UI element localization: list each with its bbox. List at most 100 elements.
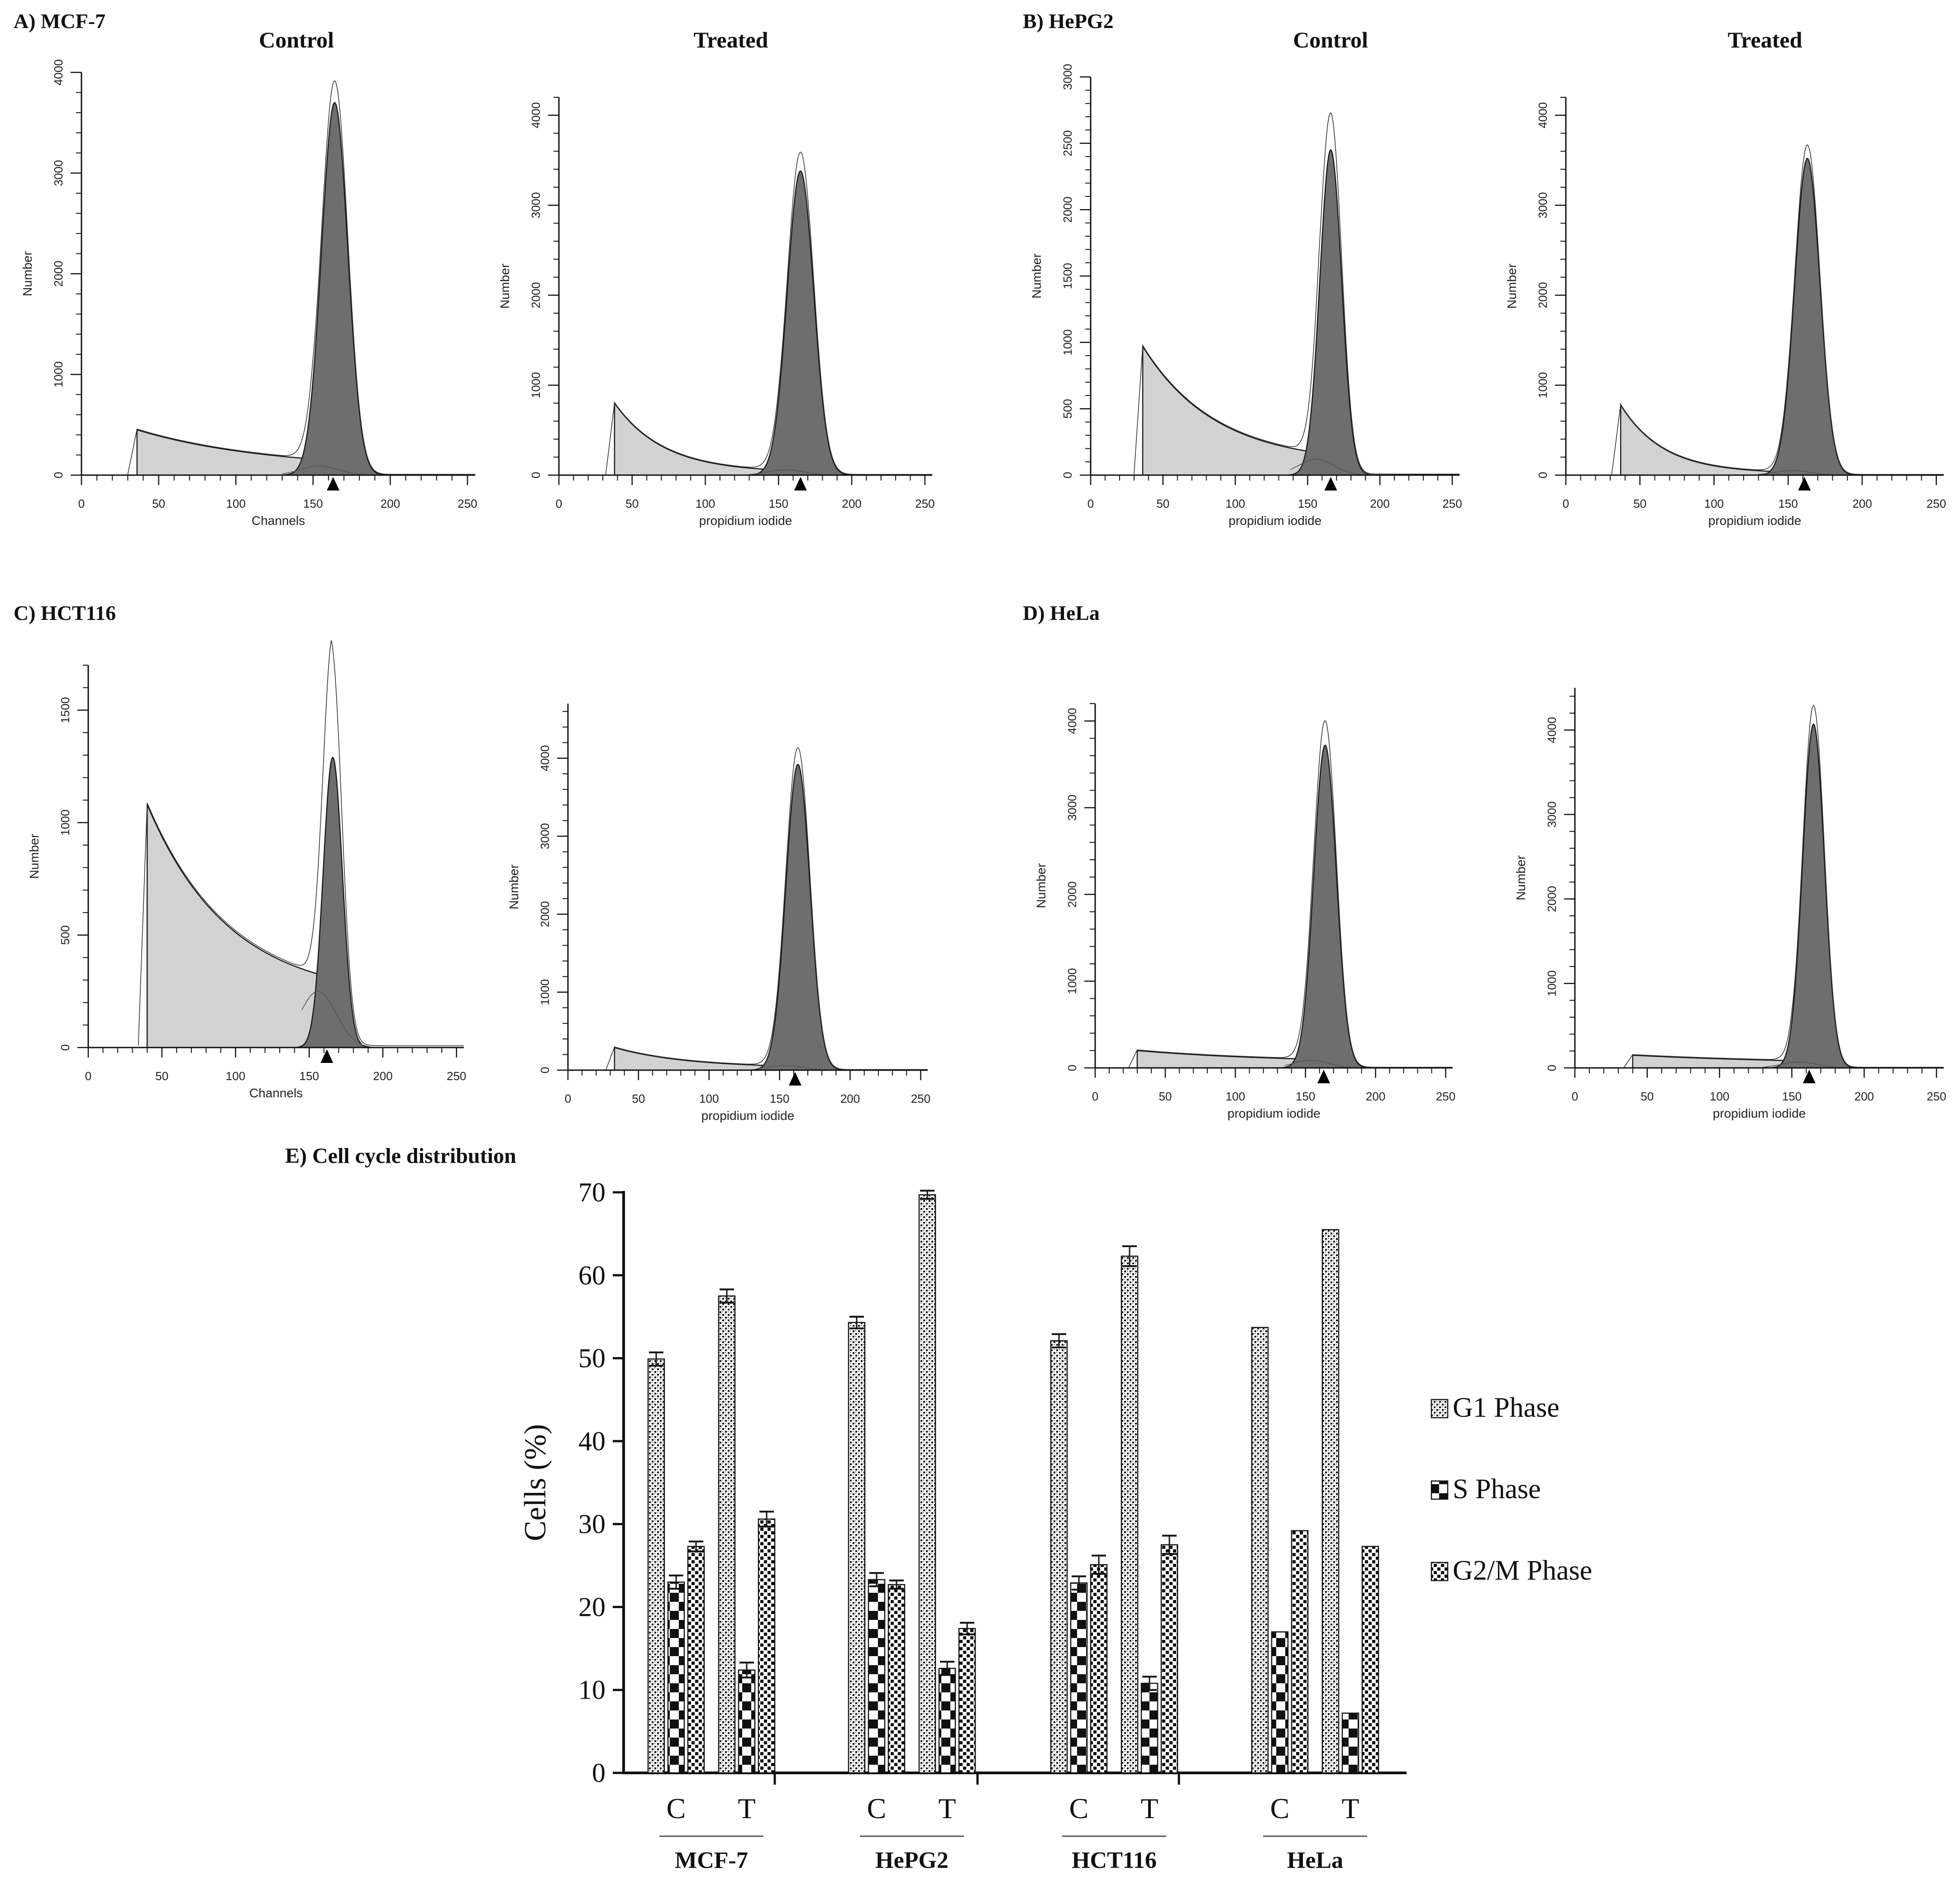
- bar-g1: [1321, 1229, 1340, 1774]
- bar-group-hepg2: C T HePG2: [848, 1190, 976, 1873]
- x-tick-label: 0: [1563, 497, 1569, 510]
- bar-s: [868, 1579, 886, 1774]
- y-tick-label: 1000: [58, 810, 72, 836]
- y-tick-label: 0: [52, 472, 65, 478]
- x-tick-label: 150: [1298, 497, 1317, 510]
- x-tick-label: 50: [1640, 1090, 1654, 1103]
- y-tick-label: 2000: [529, 282, 543, 308]
- panel-label-b: B) HePG2: [1023, 10, 1114, 33]
- bar-g1: [1050, 1340, 1068, 1774]
- bar-s: [938, 1667, 956, 1774]
- x-tick-label: 50: [625, 497, 639, 510]
- x-tick-label: 150: [303, 497, 323, 510]
- y-tick-label: 1500: [58, 697, 72, 723]
- x-tick-label: 50: [1156, 497, 1169, 510]
- y-tick-label: 3000: [538, 823, 552, 849]
- x-tick-label: 200: [381, 497, 400, 510]
- bar-g1: [848, 1322, 866, 1774]
- x-axis-label: propidium iodide: [699, 514, 792, 528]
- histogram-hepg2_control: 0 50 100 150 200 250050010001500200025003000p…: [1030, 64, 1462, 528]
- x-tick-label: 50: [632, 1092, 645, 1105]
- y-tick-label: 3000: [529, 192, 543, 219]
- y-tick-label: 40: [578, 1426, 606, 1456]
- x-tick-label: 150: [770, 1092, 789, 1105]
- x-tick-label: 200: [1366, 1090, 1385, 1103]
- bar-s: [1341, 1712, 1359, 1774]
- y-tick-label: 0: [592, 1758, 606, 1788]
- condition-label: T: [738, 1792, 755, 1824]
- legend: G1 Phase S Phase G2/M Phase: [1431, 1392, 1592, 1586]
- x-tick-label: 100: [696, 497, 715, 510]
- y-tick-label: 3000: [52, 160, 65, 186]
- g1-peak-marker: [1317, 1070, 1330, 1083]
- legend-item-s: S Phase: [1431, 1474, 1541, 1505]
- g1-peak-marker: [1324, 477, 1337, 491]
- panel-label-a: A) MCF-7: [14, 10, 105, 33]
- y-tick-label: 2000: [1545, 886, 1559, 912]
- y-tick-label: 30: [578, 1509, 606, 1539]
- bar-g1: [647, 1358, 665, 1774]
- x-tick-label: 200: [1852, 497, 1872, 510]
- y-tick-label: 20: [578, 1592, 606, 1622]
- bar-group-hct116: C T HCT116: [1050, 1245, 1178, 1873]
- bar-g2m: [758, 1518, 776, 1774]
- y-tick-label: 2000: [1061, 196, 1074, 223]
- column-title-treated-a: Treated: [694, 27, 768, 52]
- group-label: MCF-7: [675, 1848, 748, 1873]
- s-phase-line: [282, 466, 373, 476]
- panel-label-d: D) HeLa: [1023, 601, 1100, 624]
- y-tick-label: 4000: [538, 745, 552, 772]
- x-axis-label: propidium iodide: [1227, 1106, 1320, 1120]
- condition-label: C: [667, 1792, 686, 1824]
- y-tick-label: 0: [529, 472, 543, 478]
- bar-g2m: [1361, 1546, 1379, 1774]
- y-tick-label: 1000: [529, 372, 543, 398]
- y-tick-label: 1000: [1545, 970, 1559, 996]
- x-axis-label: propidium iodide: [1229, 514, 1321, 528]
- y-tick-label: 60: [578, 1260, 606, 1290]
- y-tick-label: 1000: [1065, 968, 1079, 994]
- raw-histogram-line: [138, 640, 464, 1046]
- y-tick-label: 500: [58, 925, 72, 945]
- bar-g2m: [1160, 1544, 1178, 1774]
- x-tick-label: 50: [1633, 497, 1646, 510]
- y-tick-label: 500: [1061, 399, 1074, 419]
- bar-s: [667, 1581, 685, 1774]
- x-tick-label: 250: [1927, 1090, 1946, 1103]
- x-tick-label: 250: [911, 1092, 930, 1105]
- x-axis-label: Channels: [249, 1086, 303, 1100]
- s-phase-line: [1290, 458, 1367, 476]
- bar-g1: [1251, 1327, 1269, 1774]
- y-tick-label: 3000: [1536, 192, 1550, 219]
- g2-peak-area: [1769, 723, 1858, 1069]
- condition-label: T: [1341, 1792, 1359, 1824]
- legend-swatch: [1431, 1562, 1449, 1581]
- x-tick-label: 200: [840, 1092, 860, 1105]
- x-tick-label: 100: [226, 497, 245, 510]
- condition-label: T: [938, 1792, 956, 1824]
- histogram-hela_control: 0 50 100 150 200 250 0 1000 2000 3000 4000 propidiu…: [1034, 703, 1455, 1120]
- x-axis-label: Channels: [252, 514, 305, 528]
- y-axis-label: Number: [20, 251, 34, 296]
- x-axis-label: propidium iodide: [1708, 514, 1801, 528]
- y-axis-label: Number: [27, 834, 41, 879]
- g2-peak-area: [1279, 744, 1371, 1069]
- y-tick-label: 4000: [52, 59, 65, 86]
- y-tick-label: 4000: [1065, 708, 1079, 734]
- y-tick-label: 1000: [52, 362, 65, 388]
- x-tick-label: 100: [1226, 1090, 1245, 1103]
- condition-label: T: [1140, 1792, 1158, 1824]
- legend-label: G1 Phase: [1453, 1392, 1559, 1423]
- y-tick-label: 4000: [1545, 717, 1559, 743]
- y-axis-label: Number: [1514, 855, 1528, 900]
- x-tick-label: 0: [78, 497, 85, 510]
- g1-peak-marker: [794, 477, 807, 491]
- raw-histogram-line: [605, 152, 932, 475]
- legend-label: S Phase: [1453, 1474, 1541, 1505]
- bar-s: [738, 1669, 756, 1774]
- column-title-treated-b: Treated: [1728, 27, 1803, 52]
- legend-item-g2m: G2/M Phase: [1431, 1555, 1592, 1586]
- s-phase-line: [1284, 1060, 1360, 1068]
- histogram-hct116_control: 0 50 100 150 200 250 0 500 1000 1500 Channels Numbe…: [27, 640, 466, 1100]
- y-tick-label: 0: [58, 1044, 72, 1051]
